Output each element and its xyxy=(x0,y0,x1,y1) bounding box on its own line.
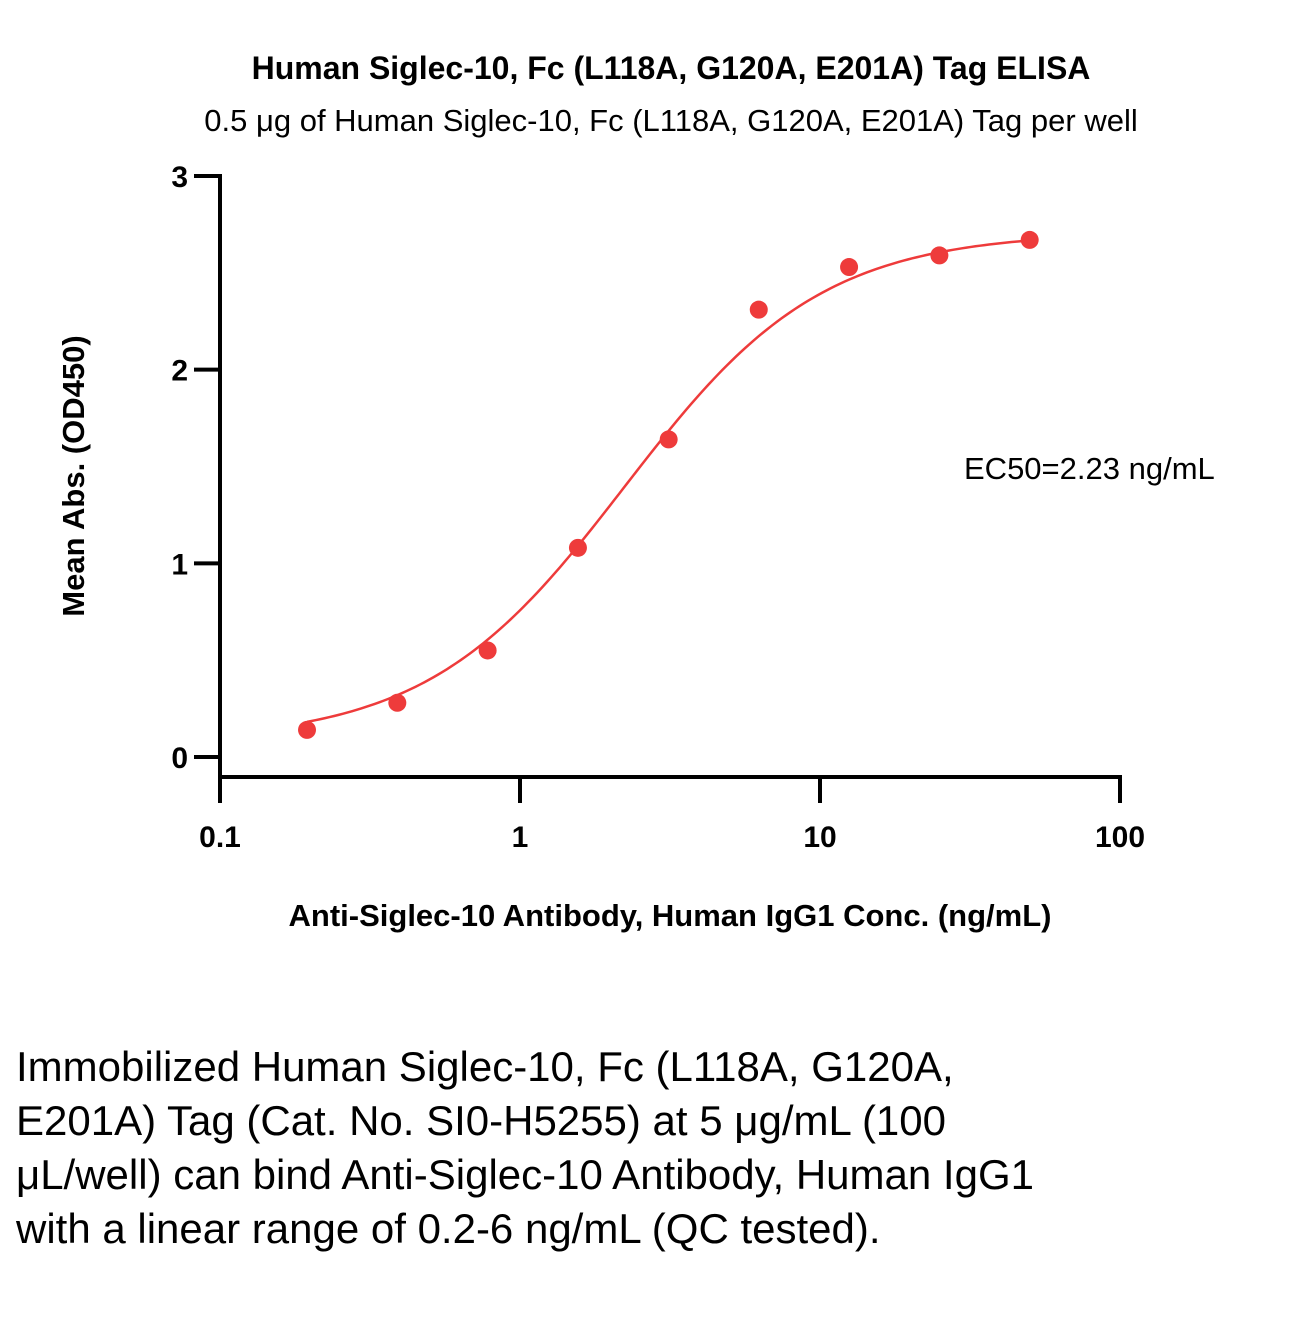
elisa-chart: Human Siglec-10, Fc (L118A, G120A, E201A… xyxy=(56,50,1215,933)
figure-caption: Immobilized Human Siglec-10, Fc (L118A, … xyxy=(16,1043,1034,1252)
data-point xyxy=(749,300,768,319)
data-point xyxy=(659,430,678,449)
chart-title: Human Siglec-10, Fc (L118A, G120A, E201A… xyxy=(252,50,1091,86)
data-point xyxy=(478,641,497,660)
x-tick-label: 1 xyxy=(512,821,529,854)
x-tick-label: 0.1 xyxy=(199,821,241,854)
y-axis-label: Mean Abs. (OD450) xyxy=(56,335,91,616)
y-tick-label: 2 xyxy=(171,355,188,388)
y-axis: 0 1 2 3 xyxy=(171,161,222,779)
y-tick-label: 3 xyxy=(171,161,188,194)
y-tick-label: 0 xyxy=(171,742,188,775)
chart-subtitle: 0.5 μg of Human Siglec-10, Fc (L118A, G1… xyxy=(204,103,1137,138)
data-point xyxy=(298,720,317,739)
data-point xyxy=(1020,230,1039,249)
ec50-annotation: EC50=2.23 ng/mL xyxy=(964,451,1215,486)
x-axis: 0.1 1 10 100 xyxy=(199,775,1145,854)
y-tick-label: 1 xyxy=(171,548,188,581)
data-point xyxy=(568,538,587,557)
data-point xyxy=(388,693,407,712)
x-tick-label: 100 xyxy=(1095,821,1145,854)
data-point xyxy=(840,258,859,277)
x-axis-label: Anti-Siglec-10 Antibody, Human IgG1 Conc… xyxy=(289,898,1052,933)
x-tick-label: 10 xyxy=(803,821,836,854)
data-point xyxy=(930,246,949,265)
fit-curve xyxy=(306,239,1030,724)
plot-area xyxy=(298,230,1039,739)
